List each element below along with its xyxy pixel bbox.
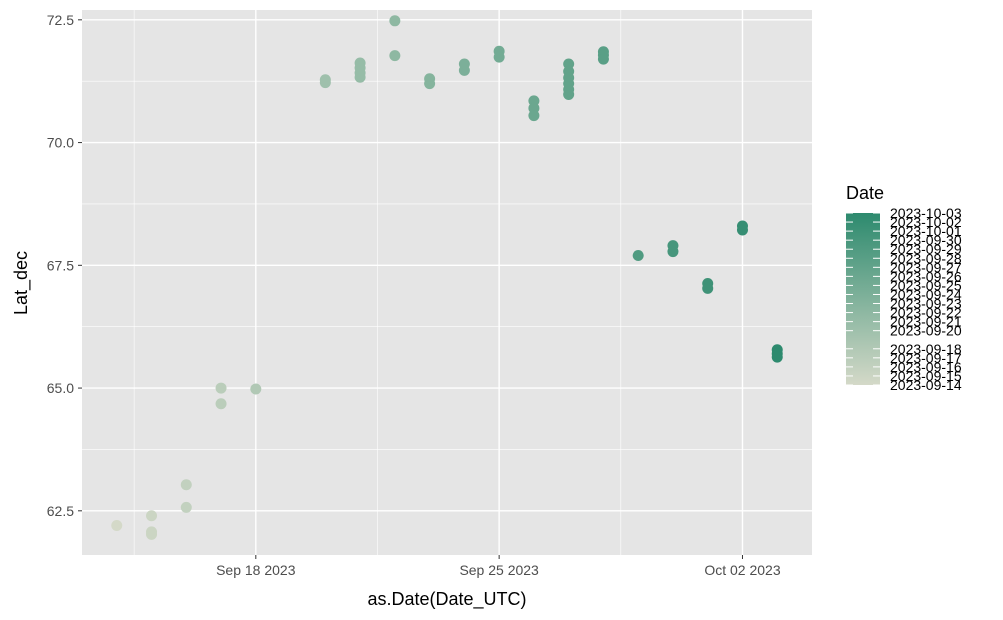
data-point bbox=[424, 78, 436, 90]
legend-title: Date bbox=[846, 183, 884, 203]
x-axis: Sep 18 2023 Sep 25 2023 Oct 02 2023 bbox=[216, 555, 781, 578]
legend-colorbar bbox=[846, 213, 880, 385]
y-tick-label: 70.0 bbox=[47, 135, 74, 151]
data-point bbox=[180, 501, 192, 513]
data-point bbox=[389, 50, 401, 62]
data-point bbox=[146, 526, 158, 538]
data-point bbox=[458, 64, 470, 76]
legend-label: 2023-09-30 bbox=[890, 232, 962, 248]
minor-gridlines bbox=[82, 10, 812, 555]
data-point bbox=[354, 71, 366, 83]
data-point bbox=[771, 351, 783, 363]
legend-label: 2023-09-28 bbox=[890, 250, 962, 266]
legend-label: 2023-09-16 bbox=[890, 359, 962, 375]
x-tick-label: Oct 02 2023 bbox=[704, 562, 780, 578]
data-point bbox=[493, 51, 505, 63]
data-point bbox=[563, 88, 575, 100]
legend-label: 2023-10-02 bbox=[890, 214, 962, 230]
major-gridlines bbox=[82, 10, 812, 555]
y-tick-label: 72.5 bbox=[47, 12, 74, 28]
legend-label: 2023-09-20 bbox=[890, 323, 962, 339]
legend-label: 2023-09-21 bbox=[890, 314, 962, 330]
x-tick-label: Sep 18 2023 bbox=[216, 562, 296, 578]
legend-label: 2023-09-22 bbox=[890, 305, 962, 321]
legend-label: 2023-09-23 bbox=[890, 296, 962, 312]
legend: Date 2023-10-032023-10-022023-10-012023-… bbox=[846, 183, 962, 393]
data-points bbox=[111, 15, 783, 540]
legend-label: 2023-09-17 bbox=[890, 350, 962, 366]
data-point bbox=[597, 53, 609, 65]
x-axis-title: as.Date(Date_UTC) bbox=[367, 589, 526, 610]
data-point bbox=[667, 246, 679, 258]
data-point bbox=[632, 249, 644, 261]
data-point bbox=[319, 77, 331, 89]
legend-label: 2023-09-15 bbox=[890, 368, 962, 384]
legend-label: 2023-09-24 bbox=[890, 286, 962, 302]
data-point bbox=[528, 110, 540, 122]
data-point bbox=[111, 520, 123, 532]
data-point bbox=[215, 398, 227, 410]
data-point bbox=[180, 479, 192, 491]
plot-panel bbox=[82, 10, 812, 555]
legend-label: 2023-09-27 bbox=[890, 259, 962, 275]
legend-label: 2023-09-26 bbox=[890, 268, 962, 284]
legend-label: 2023-09-29 bbox=[890, 241, 962, 257]
data-point bbox=[702, 282, 714, 294]
y-tick-label: 67.5 bbox=[47, 257, 74, 273]
legend-label: 2023-10-03 bbox=[890, 205, 962, 221]
legend-label: 2023-09-14 bbox=[890, 377, 962, 393]
data-point bbox=[736, 224, 748, 236]
y-axis-title: Lat_dec bbox=[11, 251, 32, 315]
data-point bbox=[389, 15, 401, 27]
legend-label: 2023-10-01 bbox=[890, 223, 962, 239]
y-tick-label: 62.5 bbox=[47, 503, 74, 519]
x-tick-label: Sep 25 2023 bbox=[459, 562, 539, 578]
data-point bbox=[250, 383, 262, 395]
legend-label: 2023-09-25 bbox=[890, 277, 962, 293]
y-tick-label: 65.0 bbox=[47, 380, 74, 396]
y-axis: 62.5 65.0 67.5 70.0 72.5 bbox=[47, 12, 82, 519]
legend-labels: 2023-10-032023-10-022023-10-012023-09-30… bbox=[846, 205, 962, 393]
data-point bbox=[215, 382, 227, 394]
legend-label: 2023-09-18 bbox=[890, 341, 962, 357]
data-point bbox=[146, 510, 158, 522]
